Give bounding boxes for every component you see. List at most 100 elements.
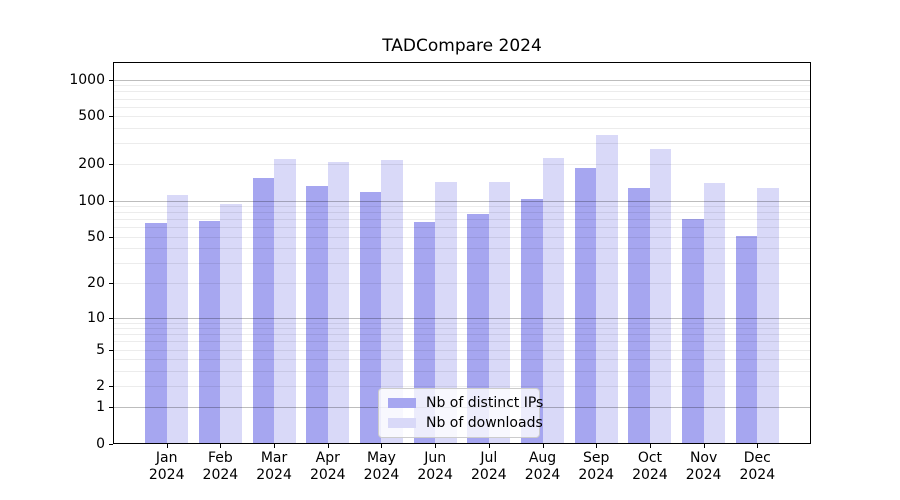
x-tick	[757, 444, 759, 448]
legend-label-downloads: Nb of downloads	[426, 414, 543, 431]
legend-swatch-downloads	[388, 418, 416, 428]
gridline-minor	[114, 349, 810, 351]
gridline-minor	[114, 227, 810, 229]
y-tick	[109, 200, 113, 202]
y-tick-label: 2	[96, 378, 105, 395]
x-tick-label-jun: Jun 2024	[417, 450, 453, 483]
x-tick-label-jul: Jul 2024	[471, 450, 507, 483]
x-tick	[488, 444, 490, 448]
x-tick	[435, 444, 437, 448]
bar-nb-of-distinct-ips-oct-2024	[628, 188, 650, 444]
chart-title: TADCompare 2024	[382, 36, 542, 56]
bar-nb-of-distinct-ips-aug-2024	[521, 199, 543, 444]
x-tick	[596, 444, 598, 448]
y-tick	[109, 444, 113, 445]
bar-nb-of-downloads-feb-2024	[220, 203, 242, 444]
y-tick-label: 5	[96, 341, 105, 358]
gridline-minor	[114, 127, 810, 129]
gridline-minor	[114, 212, 810, 214]
x-tick-label-oct: Oct 2024	[632, 450, 668, 483]
gridline-minor	[114, 236, 810, 238]
gridline-minor	[114, 328, 810, 330]
bar-nb-of-downloads-aug-2024	[542, 158, 564, 444]
gridline-minor	[114, 262, 810, 264]
gridline-minor	[114, 341, 810, 343]
x-tick	[274, 444, 276, 448]
gridline-minor	[114, 116, 810, 118]
bar-nb-of-downloads-may-2024	[381, 160, 403, 444]
gridline-minor	[114, 283, 810, 285]
x-tick-label-jan: Jan 2024	[148, 450, 185, 483]
bar-nb-of-downloads-dec-2024	[757, 188, 779, 444]
legend-item-distinct-ips: Nb of distinct IPs	[388, 394, 543, 412]
gridline-minor	[114, 219, 810, 221]
bar-nb-of-distinct-ips-dec-2024	[735, 235, 758, 444]
legend: Nb of distinct IPs Nb of downloads	[378, 388, 543, 438]
x-tick	[220, 444, 222, 448]
y-tick	[109, 79, 113, 81]
y-tick-label: 10	[87, 309, 105, 326]
y-tick-label: 1000	[69, 71, 105, 88]
gridline-minor	[114, 370, 810, 372]
x-tick	[381, 444, 383, 448]
x-tick-label-may: May 2024	[363, 450, 400, 483]
x-tick-label-apr: Apr 2024	[309, 450, 346, 483]
y-tick-label: 20	[87, 275, 105, 292]
x-tick	[703, 444, 705, 448]
gridline-minor	[114, 98, 810, 100]
y-tick	[109, 349, 113, 351]
x-tick	[327, 444, 329, 448]
gridline-minor	[114, 85, 810, 87]
bar-nb-of-distinct-ips-may-2024	[359, 192, 382, 444]
bar-nb-of-downloads-apr-2024	[327, 161, 350, 444]
gridline-minor	[114, 206, 810, 208]
bar-nb-of-distinct-ips-jan-2024	[145, 223, 167, 444]
y-tick-label: 200	[78, 156, 105, 173]
gridline-minor	[114, 91, 810, 93]
y-tick-label: 1	[96, 399, 105, 416]
bar-nb-of-downloads-jan-2024	[166, 194, 189, 444]
bar-nb-of-downloads-jun-2024	[435, 182, 457, 444]
gridline-minor	[114, 359, 810, 361]
x-tick-label-aug: Aug 2024	[524, 450, 561, 483]
gridline-major	[114, 317, 810, 319]
y-tick-label: 100	[78, 192, 105, 209]
gridline-minor	[114, 164, 810, 166]
y-tick-label: 500	[78, 108, 105, 125]
x-tick	[166, 444, 168, 448]
gridline-minor	[114, 334, 810, 336]
bar-nb-of-downloads-jul-2024	[488, 181, 511, 444]
bar-nb-of-downloads-oct-2024	[649, 148, 672, 444]
y-tick	[109, 236, 113, 238]
y-tick	[109, 116, 113, 118]
bar-nb-of-distinct-ips-mar-2024	[252, 177, 275, 444]
y-tick	[109, 407, 113, 409]
y-tick	[109, 317, 113, 319]
y-tick-label: 50	[87, 228, 105, 245]
x-tick-label-feb: Feb 2024	[202, 450, 239, 483]
legend-label-distinct-ips: Nb of distinct IPs	[426, 394, 544, 411]
gridline-minor	[114, 143, 810, 145]
y-tick	[109, 283, 113, 285]
y-tick-label: 0	[96, 436, 105, 452]
gridline-minor	[114, 106, 810, 108]
bar-nb-of-downloads-sep-2024	[596, 134, 618, 444]
x-tick	[649, 444, 651, 448]
gridline-major	[114, 79, 810, 81]
gridline-minor	[114, 248, 810, 250]
x-tick-label-sep: Sep 2024	[578, 450, 615, 483]
x-tick-label-dec: Dec 2024	[739, 450, 776, 483]
x-tick-label-nov: Nov 2024	[685, 450, 722, 483]
gridline-major	[114, 200, 810, 202]
gridline-minor	[114, 322, 810, 324]
bar-nb-of-distinct-ips-apr-2024	[306, 185, 328, 444]
gridline-minor	[114, 386, 810, 388]
legend-swatch-distinct-ips	[388, 398, 416, 408]
x-tick-label-mar: Mar 2024	[256, 450, 292, 483]
legend-item-downloads: Nb of downloads	[388, 414, 543, 432]
bar-nb-of-distinct-ips-jul-2024	[467, 213, 489, 444]
bar-nb-of-distinct-ips-nov-2024	[682, 219, 704, 444]
y-tick	[109, 386, 113, 388]
plot-area	[113, 62, 811, 444]
